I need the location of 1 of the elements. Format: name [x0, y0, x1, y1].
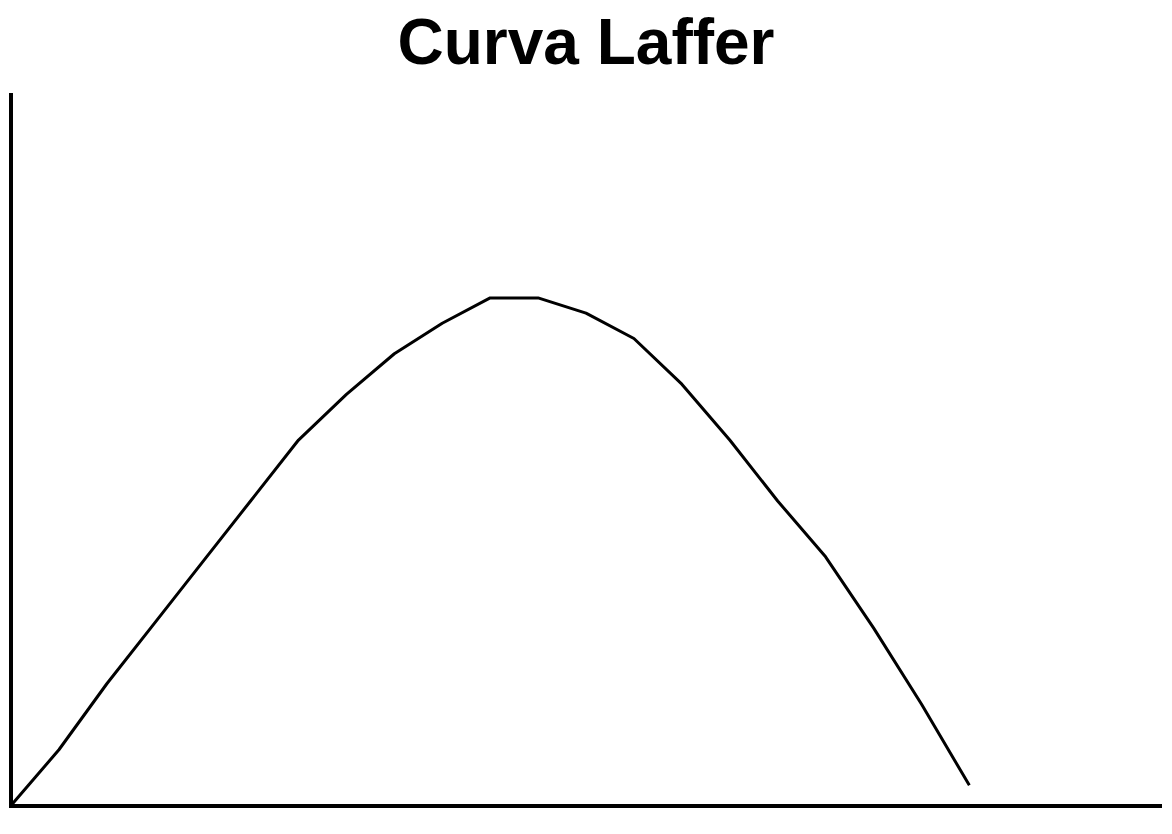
chart-title: Curva Laffer: [397, 6, 775, 79]
